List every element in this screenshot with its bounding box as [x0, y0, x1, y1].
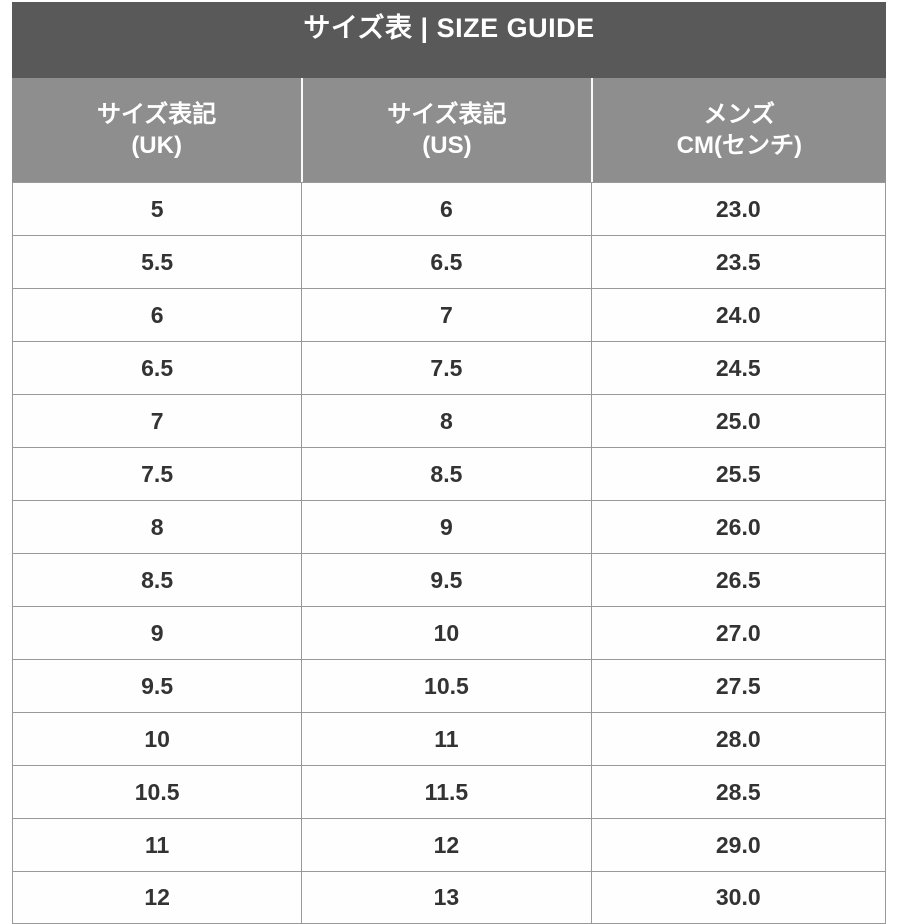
table-row: 9.5 10.5 27.5	[12, 659, 886, 712]
header-uk-line1: サイズ表記	[97, 101, 217, 128]
cell-us-size: 11.5	[301, 765, 591, 818]
table-row: 6 7 24.0	[12, 288, 886, 341]
header-cell-cm: メンズ CM(センチ)	[590, 78, 886, 182]
table-row: 11 12 29.0	[12, 818, 886, 871]
cell-uk-size: 5	[12, 182, 302, 235]
cell-cm-size: 27.0	[590, 606, 886, 659]
cell-cm-size: 28.5	[590, 765, 886, 818]
cell-uk-size: 10	[12, 712, 302, 765]
table-row: 8 9 26.0	[12, 500, 886, 553]
cell-us-size: 10.5	[301, 659, 591, 712]
cell-us-size: 9.5	[301, 553, 591, 606]
cell-cm-size: 29.0	[590, 818, 886, 871]
cell-cm-size: 26.0	[590, 500, 886, 553]
header-cell-uk: サイズ表記 (UK)	[12, 78, 302, 182]
cell-cm-size: 23.0	[590, 182, 886, 235]
cell-cm-size: 23.5	[590, 235, 886, 288]
cell-us-size: 8.5	[301, 447, 591, 500]
cell-uk-size: 7.5	[12, 447, 302, 500]
size-guide-table: サイズ表 | SIZE GUIDE サイズ表記 (UK) サイズ表記 (US) …	[12, 2, 886, 924]
header-us-line1: サイズ表記	[387, 101, 507, 128]
header-cm-line2: CM(センチ)	[676, 132, 802, 159]
table-row: 7 8 25.0	[12, 394, 886, 447]
cell-cm-size: 26.5	[590, 553, 886, 606]
size-table-body: 5 6 23.0 5.5 6.5 23.5 6 7 24.0 6.5 7.5 24.5 7 8 25.0 7.…	[12, 182, 886, 924]
table-row: 12 13 30.0	[12, 871, 886, 924]
table-row: 5 6 23.0	[12, 182, 886, 235]
cell-cm-size: 25.5	[590, 447, 886, 500]
cell-uk-size: 5.5	[12, 235, 302, 288]
header-cell-us: サイズ表記 (US)	[301, 78, 591, 182]
cell-us-size: 6	[301, 182, 591, 235]
cell-cm-size: 27.5	[590, 659, 886, 712]
table-row: 5.5 6.5 23.5	[12, 235, 886, 288]
header-uk-line2: (UK)	[131, 132, 182, 159]
cell-cm-size: 24.5	[590, 341, 886, 394]
table-row: 8.5 9.5 26.5	[12, 553, 886, 606]
cell-uk-size: 8.5	[12, 553, 302, 606]
cell-us-size: 13	[301, 871, 591, 924]
cell-uk-size: 9.5	[12, 659, 302, 712]
table-row: 7.5 8.5 25.5	[12, 447, 886, 500]
size-guide-title: サイズ表 | SIZE GUIDE	[303, 13, 595, 43]
table-row: 9 10 27.0	[12, 606, 886, 659]
header-row: サイズ表記 (UK) サイズ表記 (US) メンズ CM(センチ)	[12, 78, 886, 182]
cell-uk-size: 7	[12, 394, 302, 447]
header-cm-line1: メンズ	[703, 101, 776, 128]
size-guide-title-bar: サイズ表 | SIZE GUIDE	[12, 2, 886, 78]
table-row: 10.5 11.5 28.5	[12, 765, 886, 818]
cell-us-size: 9	[301, 500, 591, 553]
cell-uk-size: 6.5	[12, 341, 302, 394]
cell-uk-size: 9	[12, 606, 302, 659]
table-row: 10 11 28.0	[12, 712, 886, 765]
cell-uk-size: 10.5	[12, 765, 302, 818]
cell-us-size: 10	[301, 606, 591, 659]
cell-us-size: 7.5	[301, 341, 591, 394]
cell-us-size: 12	[301, 818, 591, 871]
cell-us-size: 11	[301, 712, 591, 765]
header-us-line2: (US)	[422, 132, 472, 159]
cell-uk-size: 8	[12, 500, 302, 553]
cell-uk-size: 12	[12, 871, 302, 924]
size-conversion-table: サイズ表記 (UK) サイズ表記 (US) メンズ CM(センチ) 5 6 23.0…	[12, 78, 886, 924]
cell-uk-size: 11	[12, 818, 302, 871]
table-row: 6.5 7.5 24.5	[12, 341, 886, 394]
cell-cm-size: 25.0	[590, 394, 886, 447]
cell-cm-size: 28.0	[590, 712, 886, 765]
cell-cm-size: 30.0	[590, 871, 886, 924]
cell-us-size: 8	[301, 394, 591, 447]
cell-us-size: 6.5	[301, 235, 591, 288]
cell-uk-size: 6	[12, 288, 302, 341]
cell-us-size: 7	[301, 288, 591, 341]
cell-cm-size: 24.0	[590, 288, 886, 341]
